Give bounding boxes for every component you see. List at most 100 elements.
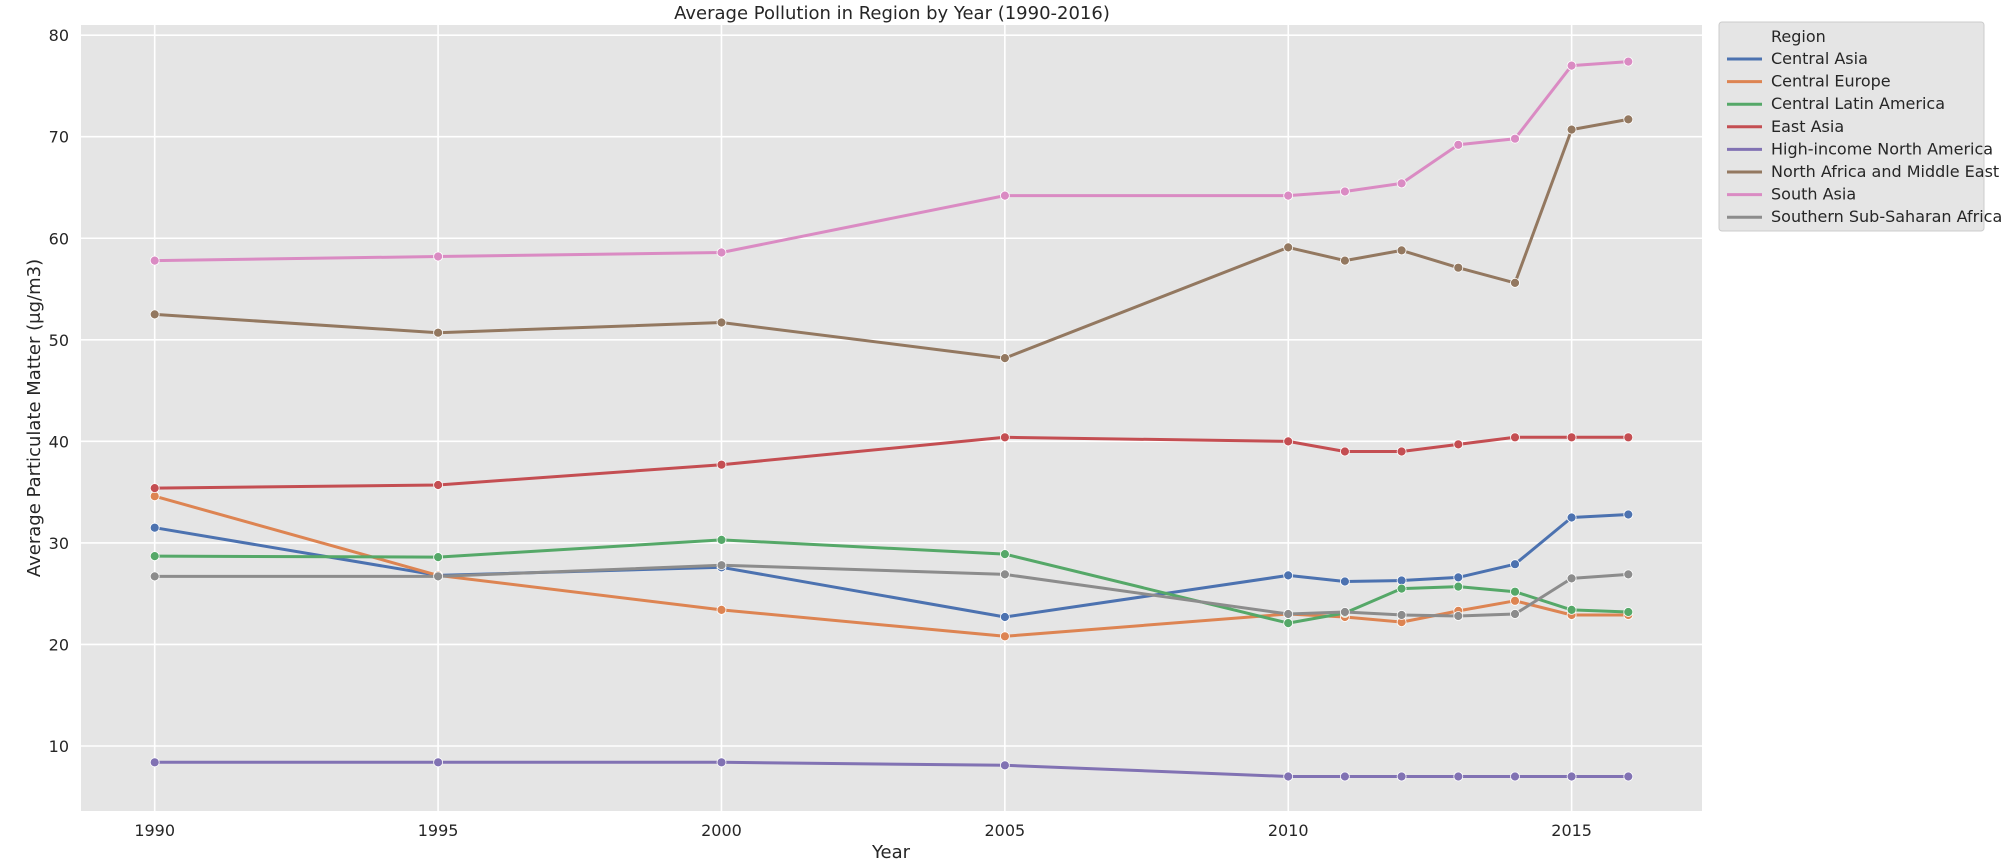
legend-items: Central Asia Central Europe Central Latin …	[1727, 49, 2002, 226]
data-point	[1623, 607, 1634, 617]
data-point	[716, 459, 727, 470]
data-point	[716, 757, 727, 768]
y-axis-title: Average Particulate Matter (μg/m3)	[24, 259, 45, 577]
data-point	[149, 255, 160, 266]
data-point	[149, 571, 160, 582]
legend-item: Central Asia	[1727, 49, 1868, 68]
legend-label: East Asia	[1771, 117, 1844, 136]
data-point	[1283, 436, 1294, 447]
legend-label: High-income North America	[1771, 139, 1993, 158]
data-point	[1396, 583, 1407, 594]
data-point	[1566, 124, 1577, 135]
data-point	[149, 551, 160, 561]
data-point	[1510, 609, 1520, 619]
legend-label: North Africa and Middle East	[1771, 162, 1999, 181]
x-tick-label: 1990	[134, 821, 175, 840]
x-tick-label: 2015	[1551, 821, 1592, 840]
data-point	[1510, 559, 1520, 570]
data-point	[1396, 771, 1407, 782]
y-tick-label: 30	[49, 534, 69, 553]
data-point	[1000, 190, 1010, 201]
data-point	[433, 327, 444, 338]
data-point	[1566, 573, 1577, 584]
x-gridlines	[153, 25, 1573, 811]
series-lines	[149, 56, 1634, 782]
legend-item: Central Latin America	[1727, 94, 1945, 113]
series-5	[149, 757, 1634, 782]
legend-title: Region	[1771, 27, 1826, 46]
series-8	[149, 560, 1634, 621]
data-point	[716, 535, 727, 545]
data-point	[1623, 114, 1634, 125]
data-point	[1453, 439, 1464, 450]
data-point	[1340, 576, 1350, 587]
legend-item: Southern Sub-Saharan Africa	[1727, 207, 2002, 226]
y-tick-label: 70	[49, 128, 69, 147]
data-point	[433, 757, 444, 768]
y-tick-label: 10	[49, 737, 69, 756]
y-tick-label: 20	[49, 635, 69, 654]
data-point	[1453, 611, 1464, 621]
legend-item: High-income North America	[1727, 139, 1993, 158]
data-point	[1396, 446, 1407, 457]
data-point	[1453, 771, 1464, 782]
data-point	[433, 480, 444, 490]
legend-label: Central Latin America	[1771, 94, 1945, 113]
series-4	[149, 432, 1634, 494]
data-point	[149, 491, 160, 502]
data-point	[1566, 605, 1577, 615]
data-point	[1000, 631, 1010, 642]
plot-area	[81, 25, 1702, 811]
chart-title: Average Pollution in Region by Year (199…	[674, 3, 1110, 24]
legend-label: Southern Sub-Saharan Africa	[1771, 207, 2002, 226]
x-axis-title: Year	[871, 842, 911, 863]
legend-item: South Asia	[1727, 185, 1856, 204]
data-point	[1283, 609, 1294, 619]
y-tick-labels: 10 20 30 40 50 60 70 80	[49, 26, 69, 756]
data-point	[1340, 446, 1350, 457]
data-point	[1566, 771, 1577, 782]
data-point	[1566, 512, 1577, 523]
legend-item: Central Europe	[1727, 72, 1891, 91]
x-tick-labels: 1990 1995 2000 2005 2010 2015	[134, 821, 1592, 840]
data-point	[1510, 771, 1520, 782]
data-point	[1453, 262, 1464, 273]
data-point	[149, 309, 160, 320]
series-6	[149, 114, 1634, 364]
data-point	[1510, 277, 1520, 288]
data-point	[1283, 618, 1294, 628]
data-point	[149, 757, 160, 768]
data-point	[1283, 771, 1294, 782]
data-point	[1000, 760, 1010, 771]
data-point	[1453, 572, 1464, 583]
data-point	[1623, 56, 1634, 67]
data-point	[149, 522, 160, 533]
data-point	[1623, 509, 1634, 520]
data-point	[1340, 255, 1350, 266]
data-point	[1000, 432, 1010, 443]
data-point	[716, 605, 727, 615]
y-tick-label: 40	[49, 432, 69, 451]
data-point	[1453, 139, 1464, 150]
data-point	[1510, 595, 1520, 606]
data-point	[1340, 771, 1350, 782]
legend-item: East Asia	[1727, 117, 1844, 136]
data-point	[149, 483, 160, 494]
legend-label: Central Asia	[1771, 49, 1868, 68]
data-point	[433, 552, 444, 562]
y-gridlines	[81, 34, 1702, 747]
data-point	[433, 251, 444, 262]
data-point	[716, 247, 727, 258]
data-point	[716, 317, 727, 328]
data-point	[1566, 432, 1577, 443]
legend-item: North Africa and Middle East	[1727, 162, 1999, 181]
y-tick-label: 50	[49, 331, 69, 350]
y-tick-label: 80	[49, 26, 69, 45]
x-tick-label: 2005	[984, 821, 1025, 840]
x-tick-label: 2010	[1268, 821, 1309, 840]
data-point	[1000, 353, 1010, 364]
data-point	[1510, 133, 1520, 144]
data-point	[1510, 586, 1520, 597]
